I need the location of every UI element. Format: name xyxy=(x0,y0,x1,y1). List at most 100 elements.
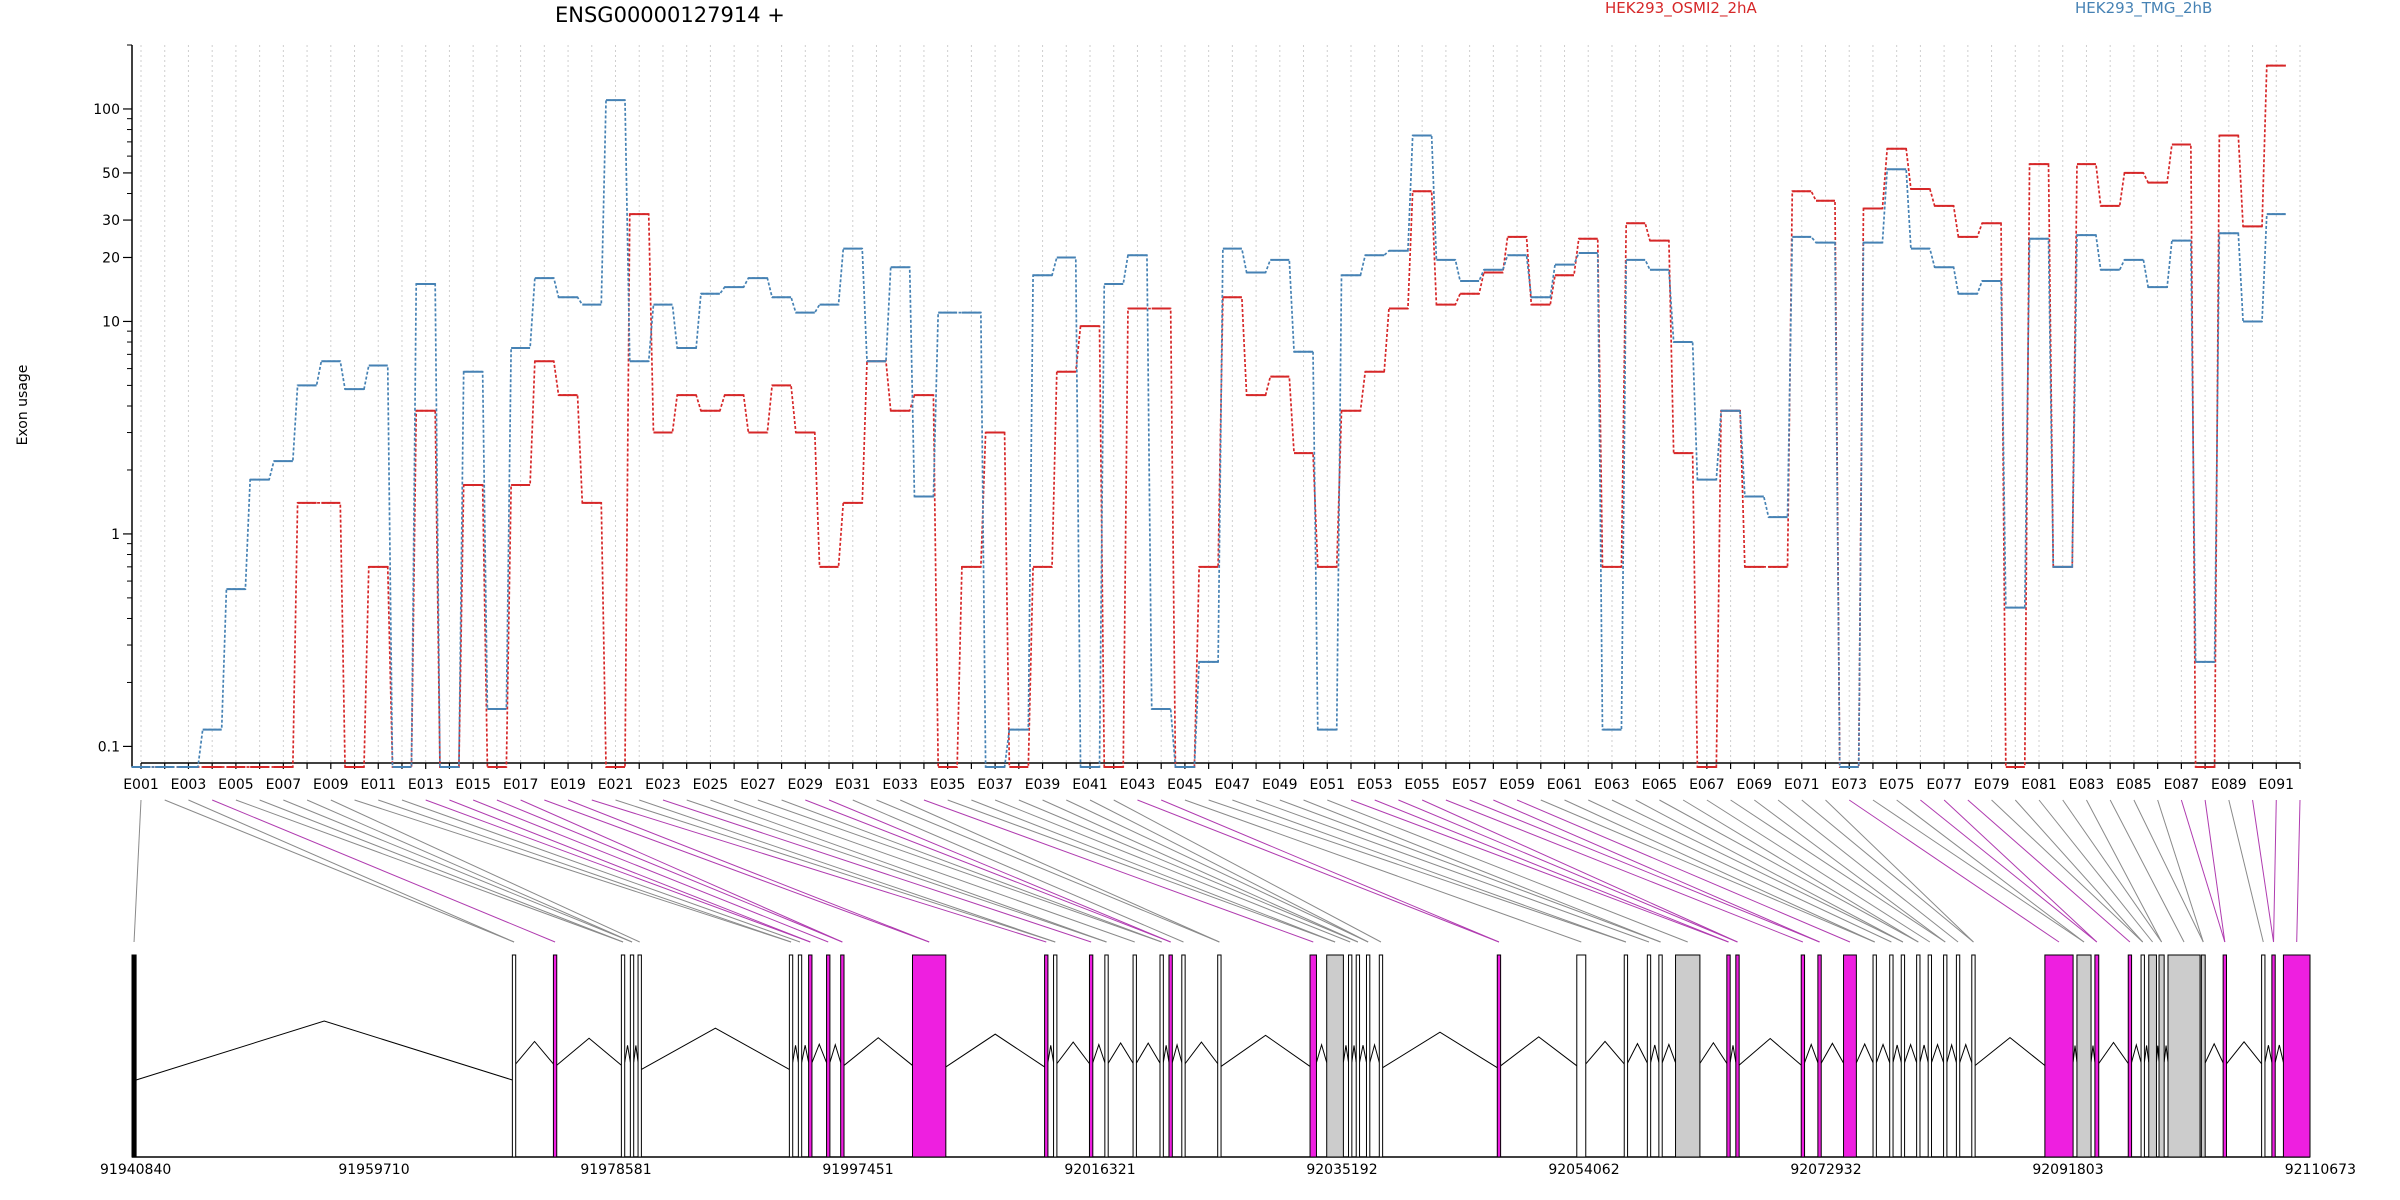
connector-line xyxy=(1350,799,1729,943)
intron xyxy=(1946,1042,1957,1063)
connector-line xyxy=(615,799,1056,943)
exon-block xyxy=(1104,954,1109,1158)
exon-block xyxy=(1843,954,1857,1158)
exon-block xyxy=(1496,954,1502,1158)
connector-line xyxy=(1943,799,2098,943)
connector-line xyxy=(1967,799,2131,943)
exon-block xyxy=(620,954,626,1158)
intron xyxy=(1875,1042,1891,1063)
y-tick-label: 0.1 xyxy=(98,739,120,755)
x-tick-label: E085 xyxy=(2116,777,2152,793)
exon-connector-lines xyxy=(133,799,2301,943)
x-tick-label: E005 xyxy=(218,777,254,793)
genomic-coordinate-label: 91997451 xyxy=(822,1162,893,1178)
intron xyxy=(1184,1041,1219,1064)
connector-line xyxy=(1113,799,1382,943)
intron xyxy=(1351,1045,1357,1063)
intron xyxy=(2072,1045,2078,1063)
x-tick-label: E069 xyxy=(1737,777,1773,793)
intron xyxy=(1220,1034,1311,1067)
x-tick-label: E033 xyxy=(882,777,918,793)
exon-block xyxy=(788,954,794,1158)
legend-entry-osmi2: HEK293_OSMI2_2hA xyxy=(1605,0,1758,18)
genomic-coordinate-label: 92016321 xyxy=(1064,1162,1135,1178)
x-tick-label: E073 xyxy=(1831,777,1867,793)
x-tick-label: E047 xyxy=(1215,777,1251,793)
exon-block xyxy=(1044,954,1049,1158)
exon-block xyxy=(1053,954,1058,1158)
x-tick-label: E035 xyxy=(930,777,966,793)
connector-line xyxy=(1588,799,1892,943)
transcript-track xyxy=(131,954,2311,1158)
intron xyxy=(1359,1045,1367,1063)
x-tick-label: E029 xyxy=(788,777,824,793)
intron xyxy=(1627,1042,1648,1064)
intron xyxy=(1342,1045,1350,1063)
genomic-coordinate-label: 92110673 xyxy=(2285,1162,2356,1178)
intron xyxy=(135,1020,513,1081)
exon-block xyxy=(1132,954,1137,1158)
x-tick-label: E001 xyxy=(123,777,159,793)
exon-block xyxy=(1735,954,1740,1158)
axes xyxy=(131,45,2300,767)
connector-line xyxy=(757,799,1162,943)
connector-line xyxy=(1208,799,1627,943)
connector-line xyxy=(425,799,811,943)
connector-line xyxy=(401,799,801,943)
exon-block xyxy=(2222,954,2227,1158)
connector-line xyxy=(1754,799,1946,943)
intron xyxy=(624,1045,631,1063)
y-tick-label: 50 xyxy=(102,166,120,182)
connector-line xyxy=(1611,799,1904,943)
x-tick-label: E011 xyxy=(360,777,396,793)
connector-line xyxy=(2204,799,2226,943)
exon-block xyxy=(1168,954,1173,1158)
connector-line xyxy=(1042,799,1359,943)
connector-line xyxy=(994,799,1351,943)
connector-line xyxy=(164,799,515,943)
connector-line xyxy=(2133,799,2204,943)
intron xyxy=(2131,1042,2142,1063)
connector-line xyxy=(1516,799,1851,943)
exon-block xyxy=(2140,954,2145,1158)
connector-line xyxy=(520,799,843,943)
intron xyxy=(1047,1045,1055,1063)
exon-block xyxy=(1365,954,1371,1158)
connector-line xyxy=(1279,799,1661,943)
x-tick-label: E081 xyxy=(2021,777,2057,793)
intron xyxy=(792,1045,799,1063)
x-tick-label: E083 xyxy=(2069,777,2105,793)
y-tick-label: 1 xyxy=(111,527,120,543)
connector-line xyxy=(923,799,1314,943)
exon-block xyxy=(1900,954,1906,1158)
connector-line xyxy=(591,799,1047,943)
connector-line xyxy=(1398,799,1738,943)
exon-block xyxy=(1309,954,1317,1158)
exon-block xyxy=(1576,954,1587,1158)
connector-line xyxy=(1920,799,2098,943)
connector-line xyxy=(1445,799,1804,943)
exon-block xyxy=(808,954,813,1158)
exon-block xyxy=(1348,954,1353,1158)
intron xyxy=(556,1037,622,1066)
intron xyxy=(1162,1045,1170,1063)
intron xyxy=(1500,1036,1578,1067)
connector-line xyxy=(133,799,142,943)
exon-block xyxy=(2158,954,2165,1158)
x-tick-label: E051 xyxy=(1309,777,1345,793)
connector-line xyxy=(1184,799,1582,943)
exon-block xyxy=(1872,954,1877,1158)
exon-block xyxy=(2127,954,2133,1158)
exon-block xyxy=(1217,954,1222,1158)
connector-line xyxy=(710,799,1107,943)
genomic-coordinate-label: 91959710 xyxy=(338,1162,409,1178)
exon-block xyxy=(2200,954,2206,1158)
intron xyxy=(1931,1042,1945,1063)
intron xyxy=(1855,1042,1874,1064)
connector-line xyxy=(2014,799,2144,943)
connector-line xyxy=(259,799,624,943)
exon-block xyxy=(552,954,558,1158)
connector-line xyxy=(1659,799,1919,943)
intron xyxy=(2274,1044,2284,1063)
genomic-coordinate-label: 92072932 xyxy=(1790,1162,1861,1178)
